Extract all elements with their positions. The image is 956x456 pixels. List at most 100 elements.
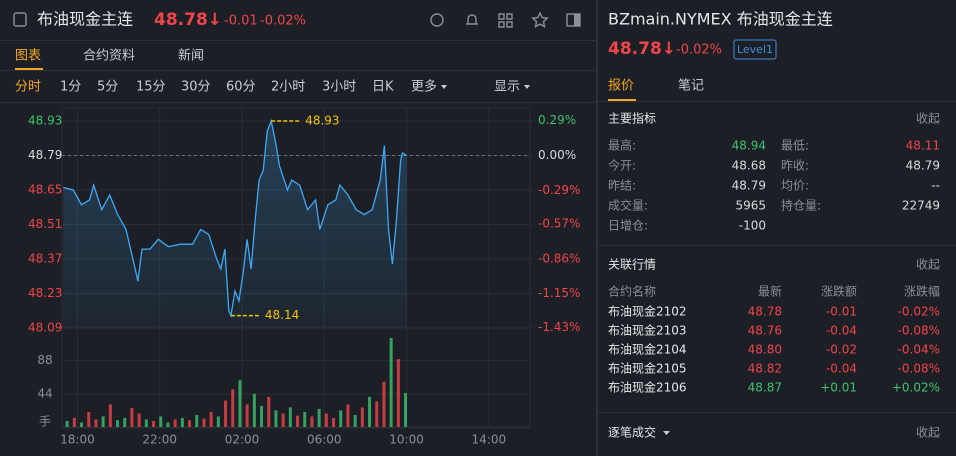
row-last: 48.80: [748, 343, 782, 357]
volume-bar: [317, 408, 321, 427]
volume-bar: [382, 381, 386, 427]
collapse[interactable]: 收起: [916, 112, 940, 126]
stat-label: 今开:: [608, 158, 636, 173]
tab-underline: [15, 68, 43, 70]
stat-label: 最高:: [608, 138, 636, 153]
stat-value: 48.79: [732, 179, 766, 193]
period[interactable]: 3小时: [322, 80, 356, 95]
row-pct: -0.08%: [898, 324, 940, 338]
column-header: 最新: [758, 284, 782, 299]
x-tick-label: 18:00: [60, 433, 95, 447]
y2-tick-label: -0.29%: [538, 183, 580, 197]
period[interactable]: 2小时: [271, 80, 305, 95]
panel-icon[interactable]: [13, 12, 27, 27]
stat-label: 昨结:: [608, 179, 636, 193]
volume-bar: [267, 396, 271, 427]
volume-bar: [274, 410, 278, 427]
volume-bar: [310, 416, 314, 427]
y-tick-label: 48.79: [28, 148, 62, 162]
y2-tick-label: -1.15%: [538, 286, 580, 300]
volume-bar: [94, 419, 98, 427]
volume-bar: [123, 417, 127, 427]
y-tick-label: 48.09: [28, 321, 62, 335]
y2-tick-label: -1.43%: [538, 320, 580, 334]
refresh-icon[interactable]: [430, 13, 444, 27]
change-pct: -0.02%: [260, 14, 306, 29]
row-name[interactable]: 布油现金2102: [608, 304, 687, 319]
row-last: 48.78: [748, 305, 782, 319]
period[interactable]: 15分: [136, 80, 166, 95]
volume-bar: [65, 420, 69, 427]
level-badge: [733, 39, 777, 60]
grid-icon[interactable]: [498, 13, 513, 28]
x-tick-label: 14:00: [472, 433, 507, 447]
separator: [598, 412, 956, 413]
stat-value: 48.11: [906, 139, 940, 153]
x-tick-label: 06:00: [307, 433, 342, 447]
area: [63, 121, 407, 328]
period[interactable]: 日K: [372, 80, 394, 95]
volume-bar: [137, 413, 141, 427]
volume-bar: [339, 410, 343, 427]
level: Level1: [737, 43, 773, 56]
right-tab[interactable]: 笔记: [678, 78, 704, 94]
stat-value: 5965: [735, 199, 766, 213]
price-line: [63, 118, 407, 318]
volume-bar: [101, 416, 105, 427]
row-last: 48.87: [748, 381, 782, 395]
symbol-name: 布油现金主连: [37, 10, 133, 29]
period[interactable]: 更多: [411, 79, 437, 95]
stat-label: 昨收:: [781, 159, 809, 173]
period[interactable]: 60分: [226, 80, 256, 95]
row-name[interactable]: 布油现金2103: [608, 323, 687, 338]
period[interactable]: 30分: [181, 80, 211, 95]
period[interactable]: 分时: [15, 80, 41, 95]
volume-bar: [216, 416, 220, 427]
volume-bar: [152, 420, 156, 427]
volume-tick-label: 手: [39, 415, 51, 429]
row-change: -0.01: [826, 305, 857, 319]
section-title[interactable]: 逐笔成交: [608, 425, 656, 440]
volume-bar: [202, 418, 206, 427]
collapse[interactable]: 收起: [916, 426, 940, 440]
separator: [0, 102, 596, 103]
tab[interactable]: 合约资料: [83, 49, 135, 64]
volume-bar: [188, 420, 192, 427]
y-tick-label: 48.23: [28, 286, 62, 300]
row-name[interactable]: 布油现金2105: [608, 361, 687, 376]
collapse[interactable]: 收起: [916, 258, 940, 272]
stat-label: 持仓量:: [781, 198, 821, 213]
price: 48.78↓: [154, 10, 222, 30]
dropdown-arrow: [663, 431, 670, 435]
bell-icon[interactable]: [466, 14, 478, 25]
tab[interactable]: 图表: [15, 49, 41, 64]
period[interactable]: 1分: [60, 80, 81, 95]
volume-bar: [80, 422, 84, 427]
volume-bar: [108, 404, 112, 427]
volume-bar: [396, 359, 400, 427]
stat-label: 均价:: [781, 179, 809, 193]
row-name[interactable]: 布油现金2104: [608, 342, 687, 357]
volume-bar: [116, 420, 120, 427]
volume-bar: [173, 419, 177, 427]
volume-bar: [224, 400, 228, 427]
star-icon[interactable]: [531, 11, 549, 28]
period[interactable]: 显示: [494, 80, 520, 95]
volume-tick-label: 44: [37, 386, 52, 400]
volume-bar: [87, 411, 91, 427]
right-tab[interactable]: 报价: [608, 79, 634, 94]
right-price: 48.78↓: [608, 39, 676, 59]
volume-bar: [130, 408, 134, 427]
volume-bar: [389, 338, 393, 427]
tab-underline: [608, 99, 636, 101]
right-title: BZmain.NYMEX 布油现金主连: [608, 10, 833, 29]
y-tick-label: 48.65: [28, 183, 62, 197]
row-pct: -0.02%: [898, 305, 940, 319]
row-name[interactable]: 布油现金2106: [608, 380, 687, 395]
period[interactable]: 5分: [97, 80, 118, 95]
volume-bar: [296, 415, 300, 427]
tab[interactable]: 新闻: [178, 48, 204, 64]
volume-bar: [368, 396, 372, 427]
volume-tick-label: 88: [37, 353, 52, 367]
